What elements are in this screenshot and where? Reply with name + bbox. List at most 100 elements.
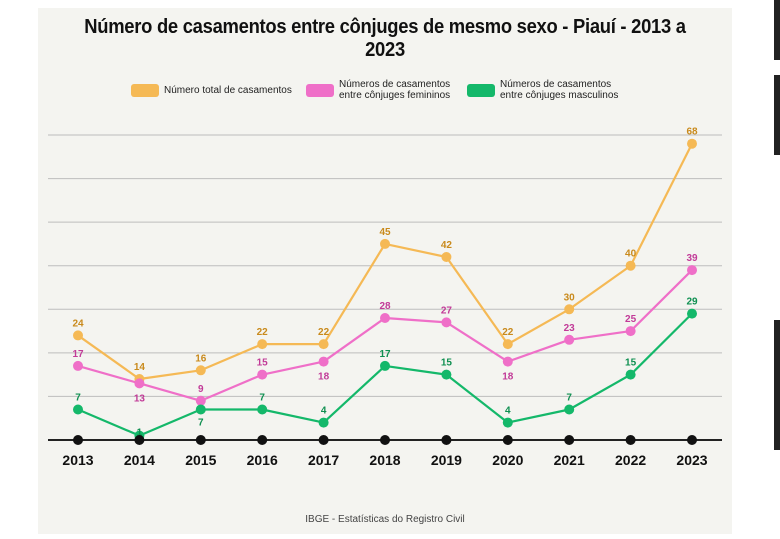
legend-item-total: Número total de casamentos bbox=[131, 84, 292, 97]
x-tick-label: 2017 bbox=[308, 452, 339, 468]
data-point bbox=[257, 404, 268, 415]
data-point bbox=[380, 313, 390, 323]
data-label: 28 bbox=[379, 301, 391, 312]
data-point bbox=[687, 138, 697, 149]
data-label: 13 bbox=[134, 393, 146, 404]
data-point bbox=[257, 369, 268, 380]
data-point bbox=[318, 356, 329, 367]
data-label: 15 bbox=[257, 358, 269, 369]
data-label: 15 bbox=[441, 358, 453, 369]
data-label: 40 bbox=[625, 249, 637, 260]
data-point bbox=[73, 360, 83, 371]
data-label: 27 bbox=[441, 305, 453, 316]
x-tick-label: 2015 bbox=[185, 452, 216, 468]
legend-item-masculine: Números de casamentos entre cônjuges mas… bbox=[467, 79, 618, 101]
data-point bbox=[73, 330, 83, 341]
category-marker bbox=[564, 435, 575, 445]
data-point bbox=[380, 238, 390, 249]
legend-label-masculine: Números de casamentos entre cônjuges mas… bbox=[500, 79, 619, 101]
legend-swatch-feminine bbox=[306, 83, 334, 97]
right-edge-bar bbox=[774, 0, 780, 60]
legend-swatch-total bbox=[131, 84, 159, 97]
data-point bbox=[380, 360, 390, 371]
data-label: 15 bbox=[625, 358, 637, 369]
right-edge-bar bbox=[774, 320, 780, 450]
category-marker bbox=[318, 435, 329, 445]
legend-label-feminine: Números de casamentos entre cônjuges fem… bbox=[339, 79, 451, 101]
chart-panel: Número de casamentos entre cônjuges de m… bbox=[38, 8, 732, 534]
data-point bbox=[195, 404, 206, 415]
data-label: 30 bbox=[564, 292, 576, 303]
series-line-1 bbox=[77, 269, 693, 402]
data-point bbox=[502, 339, 513, 350]
data-point bbox=[564, 404, 575, 415]
data-label: 17 bbox=[72, 349, 84, 360]
x-tick-label: 2019 bbox=[431, 452, 462, 468]
data-label: 18 bbox=[502, 372, 514, 383]
x-tick-label: 2020 bbox=[492, 452, 523, 468]
x-tick-label: 2014 bbox=[124, 452, 155, 468]
data-label: 68 bbox=[686, 127, 698, 138]
category-marker bbox=[257, 435, 268, 445]
data-point bbox=[564, 334, 575, 345]
data-label: 7 bbox=[75, 393, 81, 404]
data-point bbox=[318, 339, 329, 350]
data-point bbox=[441, 317, 452, 328]
category-marker bbox=[625, 435, 636, 445]
data-label: 45 bbox=[379, 227, 391, 238]
data-label: 25 bbox=[625, 314, 637, 325]
x-tick-label: 2018 bbox=[369, 452, 400, 468]
data-point bbox=[687, 265, 697, 276]
source-note: IBGE - Estatísticas do Registro Civil bbox=[305, 514, 465, 525]
data-point bbox=[441, 369, 452, 380]
data-label: 22 bbox=[318, 327, 330, 338]
x-tick-label: 2023 bbox=[676, 452, 707, 468]
x-tick-label: 2016 bbox=[247, 452, 278, 468]
data-label: 7 bbox=[566, 393, 572, 404]
category-marker bbox=[195, 435, 206, 445]
data-label: 4 bbox=[505, 406, 511, 417]
x-tick-label: 2013 bbox=[62, 452, 93, 468]
data-point bbox=[134, 378, 145, 389]
chart-title: Número de casamentos entre cônjuges de m… bbox=[84, 16, 686, 61]
data-point bbox=[73, 404, 83, 415]
data-label: 29 bbox=[686, 297, 698, 308]
data-label: 14 bbox=[134, 362, 146, 373]
data-point bbox=[257, 339, 268, 350]
data-label: 24 bbox=[72, 318, 84, 329]
data-label: 18 bbox=[318, 372, 330, 383]
data-label: 1 bbox=[137, 428, 143, 439]
data-label: 42 bbox=[441, 240, 453, 251]
data-point bbox=[441, 252, 452, 262]
category-marker bbox=[73, 435, 83, 445]
category-marker bbox=[134, 435, 145, 445]
data-label: 9 bbox=[198, 384, 204, 395]
data-label: 16 bbox=[195, 353, 207, 364]
data-label: 22 bbox=[502, 327, 514, 338]
data-point bbox=[195, 395, 206, 406]
data-label: 39 bbox=[686, 253, 698, 264]
category-marker bbox=[380, 435, 390, 445]
data-label: 23 bbox=[564, 323, 576, 334]
x-tick-label: 2021 bbox=[554, 452, 585, 468]
legend-item-feminine: Números de casamentos entre cônjuges fem… bbox=[306, 79, 450, 101]
data-point bbox=[502, 356, 513, 367]
legend-label-total: Número total de casamentos bbox=[164, 85, 292, 96]
data-label: 17 bbox=[379, 349, 391, 360]
data-point bbox=[625, 326, 636, 337]
data-label: 7 bbox=[259, 393, 265, 404]
data-point bbox=[318, 417, 329, 428]
category-marker bbox=[502, 435, 513, 445]
data-point bbox=[502, 417, 513, 428]
data-label: 7 bbox=[198, 418, 204, 429]
data-label: 4 bbox=[321, 406, 327, 417]
category-marker bbox=[687, 435, 697, 445]
x-tick-label: 2022 bbox=[615, 452, 646, 468]
right-edge-bar bbox=[774, 75, 780, 155]
data-point bbox=[195, 365, 206, 376]
data-point bbox=[625, 369, 636, 380]
category-marker bbox=[441, 435, 452, 445]
data-point bbox=[625, 260, 636, 271]
data-point bbox=[687, 308, 697, 319]
